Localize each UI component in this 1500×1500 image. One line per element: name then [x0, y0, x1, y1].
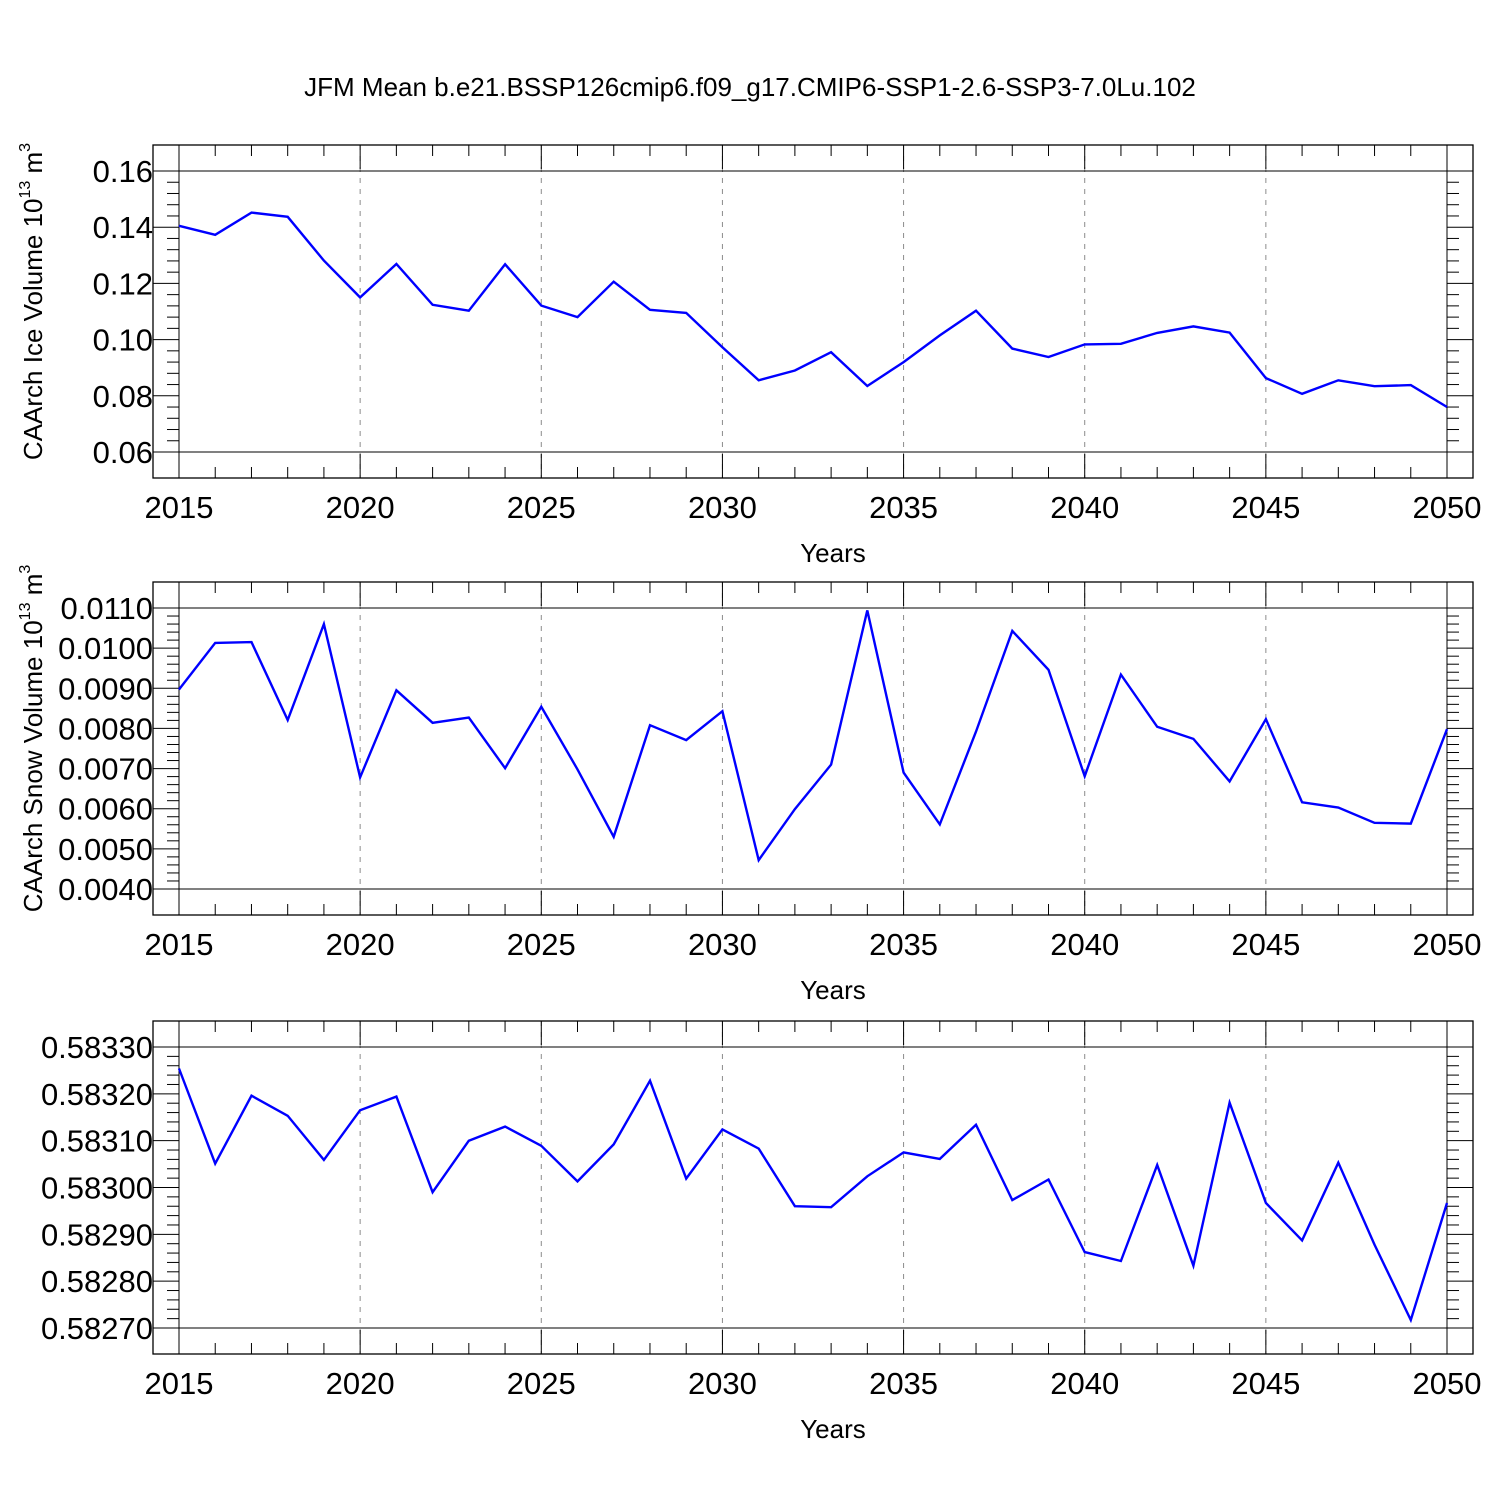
y-tick-label: 0.16	[93, 154, 153, 189]
x-tick-label: 2030	[688, 927, 757, 962]
y-tick-label: 0.58330	[41, 1030, 153, 1065]
x-tick-label: 2050	[1413, 1366, 1482, 1401]
x-tick-label: 2035	[869, 490, 938, 525]
y-tick-label: 0.14	[93, 210, 153, 245]
x-tick-label: 2050	[1413, 490, 1482, 525]
x-tick-label: 2050	[1413, 927, 1482, 962]
y-tick-label: 0.08	[93, 379, 153, 414]
x-tick-label: 2035	[869, 1366, 938, 1401]
plot-frame	[152, 144, 1474, 479]
snow-volume-panel: 0.0040 0.0050 0.0060 0.0070 0.0080 0.0090 0.01…	[17, 565, 1481, 1005]
x-axis-label: Years	[800, 538, 866, 568]
y-tick-label: 0.06	[93, 435, 153, 470]
y-tick-label: 0.58280	[41, 1264, 153, 1299]
x-tick-label: 2015	[145, 927, 214, 962]
ice-volume-panel: 0.06 0.08 0.10 0.12 0.14 0.16 2015 2020 2025 2030…	[17, 143, 1481, 568]
x-tick-label: 2040	[1050, 490, 1119, 525]
y-tick-label: 0.0060	[58, 792, 153, 827]
y-tick-label: 0.58270	[41, 1311, 153, 1346]
y-tick-label: 0.12	[93, 266, 153, 301]
x-tick-label: 2045	[1231, 927, 1300, 962]
plot-frame	[152, 1020, 1474, 1355]
x-axis-label: Years	[800, 1414, 866, 1444]
series-line	[178, 610, 1449, 863]
x-tick-label: 2015	[145, 490, 214, 525]
x-tick-label: 2040	[1050, 927, 1119, 962]
y-tick-label: 0.0070	[58, 752, 153, 787]
series-line	[177, 1068, 1449, 1324]
x-tick-label: 2030	[688, 490, 757, 525]
y-tick-label: 0.58300	[41, 1171, 153, 1206]
y-axis-label: CAArch Snow Volume 1013 m3	[17, 565, 48, 913]
x-tick-label: 2020	[326, 490, 395, 525]
y-tick-label: 0.58290	[41, 1217, 153, 1252]
y-tick-label: 0.0090	[58, 671, 153, 706]
y-tick-label: 0.0100	[58, 631, 153, 666]
series-line	[178, 211, 1448, 409]
x-tick-label: 2035	[869, 927, 938, 962]
x-tick-label: 2045	[1231, 490, 1300, 525]
x-tick-label: 2015	[145, 1366, 214, 1401]
figure-title: JFM Mean b.e21.BSSP126cmip6.f09_g17.CMIP…	[304, 72, 1196, 102]
x-tick-label: 2025	[507, 490, 576, 525]
x-tick-label: 2040	[1050, 1366, 1119, 1401]
y-tick-label: 0.58320	[41, 1077, 153, 1112]
y-tick-label: 0.10	[93, 323, 153, 358]
x-tick-label: 2045	[1231, 1366, 1300, 1401]
y-tick-label: 0.0080	[58, 711, 153, 746]
y-tick-label: 0.58310	[41, 1124, 153, 1159]
y-tick-label: 0.0110	[60, 591, 153, 626]
y-tick-label: 0.0040	[58, 872, 153, 907]
x-tick-label: 2025	[507, 1366, 576, 1401]
x-tick-label: 2020	[326, 1366, 395, 1401]
y-axis-label: CAArch Ice Volume 1013 m3	[17, 143, 48, 460]
third-panel: 0.58270 0.58280 0.58290 0.58300 0.58310 0.583…	[41, 1020, 1482, 1444]
x-axis-label: Years	[800, 975, 866, 1005]
x-tick-label: 2025	[507, 927, 576, 962]
plot-frame	[152, 581, 1474, 916]
x-tick-label: 2020	[326, 927, 395, 962]
x-tick-label: 2030	[688, 1366, 757, 1401]
y-tick-label: 0.0050	[58, 832, 153, 867]
